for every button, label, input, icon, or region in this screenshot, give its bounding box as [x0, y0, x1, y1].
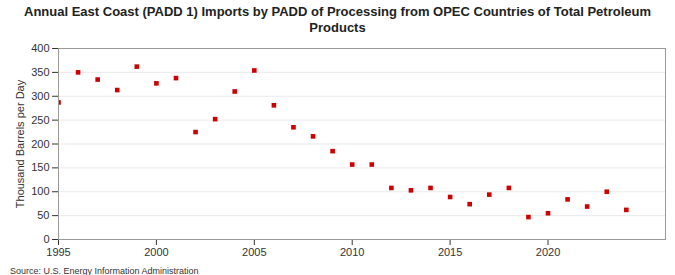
svg-text:1995: 1995	[46, 246, 70, 258]
svg-text:250: 250	[31, 114, 49, 126]
svg-text:300: 300	[31, 90, 49, 102]
svg-text:50: 50	[37, 209, 49, 221]
svg-text:400: 400	[31, 42, 49, 54]
svg-text:2000: 2000	[144, 246, 168, 258]
svg-text:200: 200	[31, 138, 49, 150]
html-text:Source: U.S. Energy Informatio: Source: U.S. Energy Information Administ…	[10, 266, 199, 275]
svg-text:150: 150	[31, 161, 49, 173]
svg-text:0: 0	[43, 233, 49, 245]
svg-text:2010: 2010	[340, 246, 364, 258]
svg-text:2020: 2020	[536, 246, 560, 258]
svg-text:100: 100	[31, 185, 49, 197]
html-text:Annual East Coast (PADD 1) Imp: Annual East Coast (PADD 1) Imports by PA…	[24, 4, 651, 35]
svg-text:350: 350	[31, 66, 49, 78]
svg-text:2015: 2015	[438, 246, 462, 258]
svg-text:2005: 2005	[242, 246, 266, 258]
svg-text:Thousand Barrels per Day: Thousand Barrels per Day	[14, 79, 26, 208]
